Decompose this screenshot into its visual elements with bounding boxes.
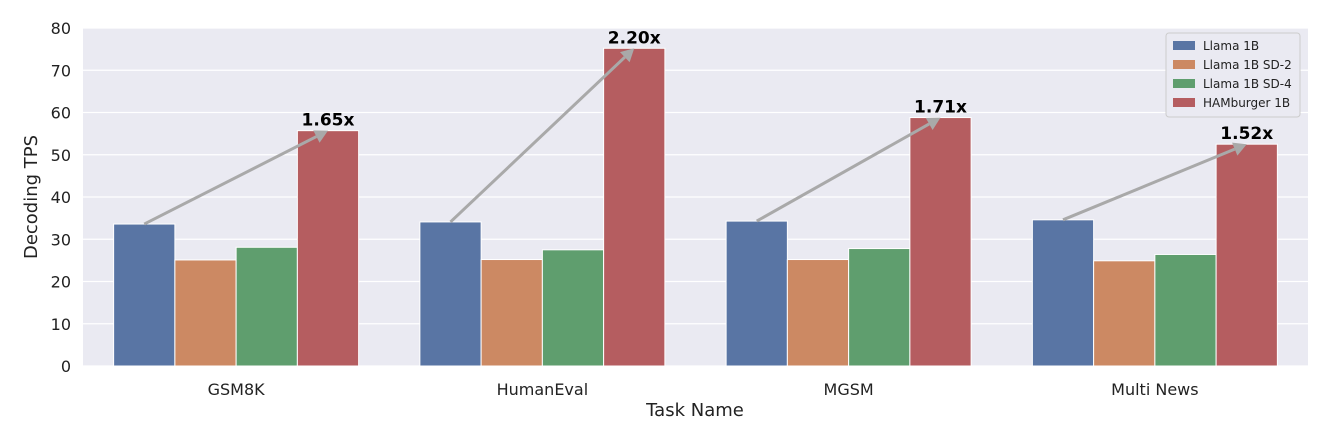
x-tick-label: MGSM	[824, 380, 874, 399]
bar-llama-1b-sd-4-gsm8k	[235, 246, 298, 367]
legend-swatch	[1173, 41, 1195, 50]
bar-hamburger-1b-gsm8k	[296, 130, 360, 367]
y-tick-label: 10	[51, 315, 71, 334]
speedup-labels: 1.65x 2.20x 1.71x 1.52x	[302, 28, 1274, 144]
speedup-label: 1.65x	[302, 111, 355, 131]
y-tick-label: 40	[51, 188, 71, 207]
speedup-arrow-head	[925, 117, 941, 131]
speedup-arrow-head	[619, 48, 635, 63]
bar-llama-1b-sd-4-mgsm	[848, 248, 911, 367]
bar-llama-1b-gsm8k	[113, 223, 176, 367]
bar-hamburger-1b-multi-news	[1215, 143, 1278, 367]
legend-swatch	[1173, 98, 1195, 107]
bar-llama-1b-sd-2-mgsm	[786, 259, 850, 367]
y-tick-label: 30	[51, 230, 71, 249]
bar-llama-1b-sd-4-humaneval	[541, 249, 605, 367]
legend-label: Llama 1B	[1203, 39, 1259, 53]
bar-llama-1b-humaneval	[419, 221, 482, 367]
speedup-arrow-shaft	[449, 56, 626, 224]
bar-hamburger-1b-humaneval	[603, 47, 666, 367]
y-tick-label: 0	[61, 357, 71, 376]
bar-llama-1b-sd-4-multi-news	[1154, 253, 1217, 367]
speedup-label: 2.20x	[608, 28, 661, 48]
x-axis-ticks: GSM8K HumanEval MGSM Multi News	[208, 380, 1199, 399]
bar-llama-1b-sd-2-humaneval	[480, 259, 543, 367]
bar-llama-1b-multi-news	[1031, 219, 1095, 367]
bar-llama-1b-mgsm	[725, 220, 788, 367]
speedup-arrows	[143, 48, 1247, 226]
x-tick-label: Multi News	[1111, 380, 1198, 399]
y-tick-label: 70	[51, 61, 71, 80]
speedup-arrow-head	[313, 130, 328, 143]
speedup-label: 1.71x	[914, 98, 967, 118]
y-tick-label: 60	[51, 104, 71, 123]
legend-swatch	[1173, 60, 1195, 69]
bar-hamburger-1b-mgsm	[909, 117, 972, 367]
speedup-arrow-shaft	[1062, 147, 1236, 222]
bars	[113, 47, 1278, 367]
x-axis-title: Task Name	[645, 400, 744, 421]
speedup-arrow-head	[1232, 142, 1247, 156]
y-axis-ticks: 0 10 20 30 40 50 60 70 80	[51, 19, 71, 376]
speedup-arrow-shaft	[756, 122, 930, 223]
legend-label: HAMburger 1B	[1203, 96, 1290, 110]
legend: Llama 1B Llama 1B SD-2 Llama 1B SD-4 HAMbur…	[1165, 32, 1301, 118]
y-tick-label: 50	[51, 146, 71, 165]
speedup-arrow-shaft	[143, 135, 318, 226]
y-axis-title: Decoding TPS	[21, 135, 42, 259]
legend-label: Llama 1B SD-2	[1203, 58, 1292, 72]
y-tick-label: 80	[51, 19, 71, 38]
bar-llama-1b-sd-2-multi-news	[1093, 260, 1156, 367]
bar-llama-1b-sd-2-gsm8k	[174, 259, 237, 367]
x-tick-label: HumanEval	[497, 380, 589, 399]
y-tick-label: 20	[51, 273, 71, 292]
x-tick-label: GSM8K	[208, 380, 266, 399]
legend-box	[1165, 32, 1301, 118]
legend-swatch	[1173, 79, 1195, 88]
speedup-label: 1.52x	[1220, 124, 1273, 144]
legend-label: Llama 1B SD-4	[1203, 77, 1292, 91]
